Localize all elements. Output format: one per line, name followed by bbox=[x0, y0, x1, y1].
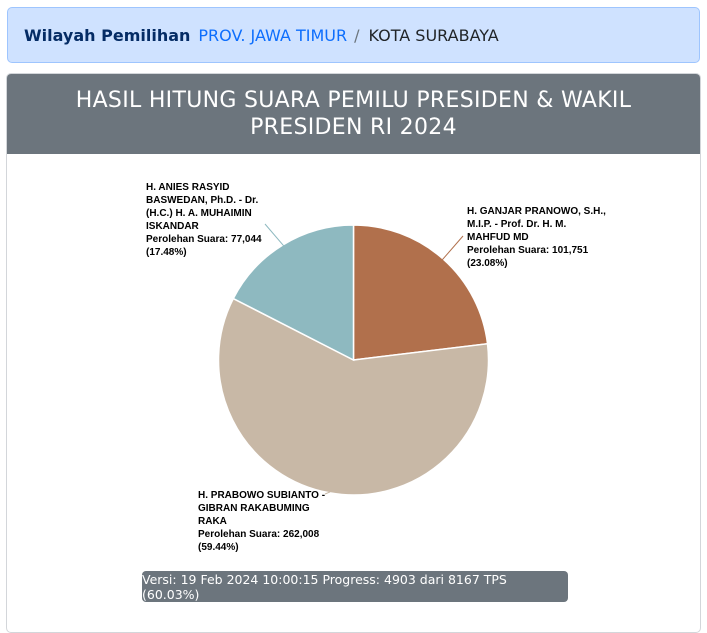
pie-chart-area: H. GANJAR PRANOWO, S.H., M.I.P. - Prof. … bbox=[7, 154, 700, 632]
leader-line bbox=[264, 223, 284, 247]
slice-percent-ganjar: (23.08%) bbox=[467, 258, 508, 269]
version-text: Versi: 19 Feb 2024 10:00:15 Progress: 49… bbox=[142, 571, 507, 602]
breadcrumb-separator: / bbox=[354, 25, 360, 45]
pie-chart bbox=[217, 223, 490, 496]
results-card: HASIL HITUNG SUARA PEMILU PRESIDEN & WAK… bbox=[6, 73, 701, 633]
version-badge: Versi: 19 Feb 2024 10:00:15 Progress: 49… bbox=[142, 571, 568, 602]
slice-name-ganjar: H. GANJAR PRANOWO, S.H., M.I.P. - Prof. … bbox=[467, 206, 606, 243]
slice-votes-anies: Perolehan Suara: 77,044 bbox=[146, 234, 262, 245]
breadcrumb-province-link[interactable]: PROV. JAWA TIMUR bbox=[198, 25, 348, 45]
slice-label-prabowo: H. PRABOWO SUBIANTO - GIBRAN RAKABUMING … bbox=[198, 489, 326, 554]
slice-name-prabowo: H. PRABOWO SUBIANTO - GIBRAN RAKABUMING … bbox=[198, 490, 326, 527]
chart-title: HASIL HITUNG SUARA PEMILU PRESIDEN & WAK… bbox=[75, 88, 632, 140]
leader-line bbox=[324, 491, 331, 495]
slice-votes-prabowo: Perolehan Suara: 262,008 bbox=[198, 529, 320, 540]
slice-votes-ganjar: Perolehan Suara: 101,751 bbox=[467, 245, 589, 256]
slice-label-ganjar: H. GANJAR PRANOWO, S.H., M.I.P. - Prof. … bbox=[467, 205, 607, 270]
breadcrumb-title: Wilayah Pemilihan bbox=[24, 25, 191, 45]
slice-label-anies: H. ANIES RASYID BASWEDAN, Ph.D. - Dr. (H… bbox=[146, 181, 268, 259]
pie-slice-prabowo[interactable] bbox=[217, 297, 490, 496]
leader-line bbox=[442, 235, 464, 261]
breadcrumb-current-city: KOTA SURABAYA bbox=[368, 25, 499, 45]
slice-percent-anies: (17.48%) bbox=[146, 247, 187, 258]
breadcrumb: Wilayah Pemilihan PROV. JAWA TIMUR / KOT… bbox=[7, 7, 700, 63]
card-header: HASIL HITUNG SUARA PEMILU PRESIDEN & WAK… bbox=[7, 74, 700, 154]
slice-name-anies: H. ANIES RASYID BASWEDAN, Ph.D. - Dr. (H… bbox=[146, 182, 259, 232]
slice-percent-prabowo: (59.44%) bbox=[198, 542, 239, 553]
